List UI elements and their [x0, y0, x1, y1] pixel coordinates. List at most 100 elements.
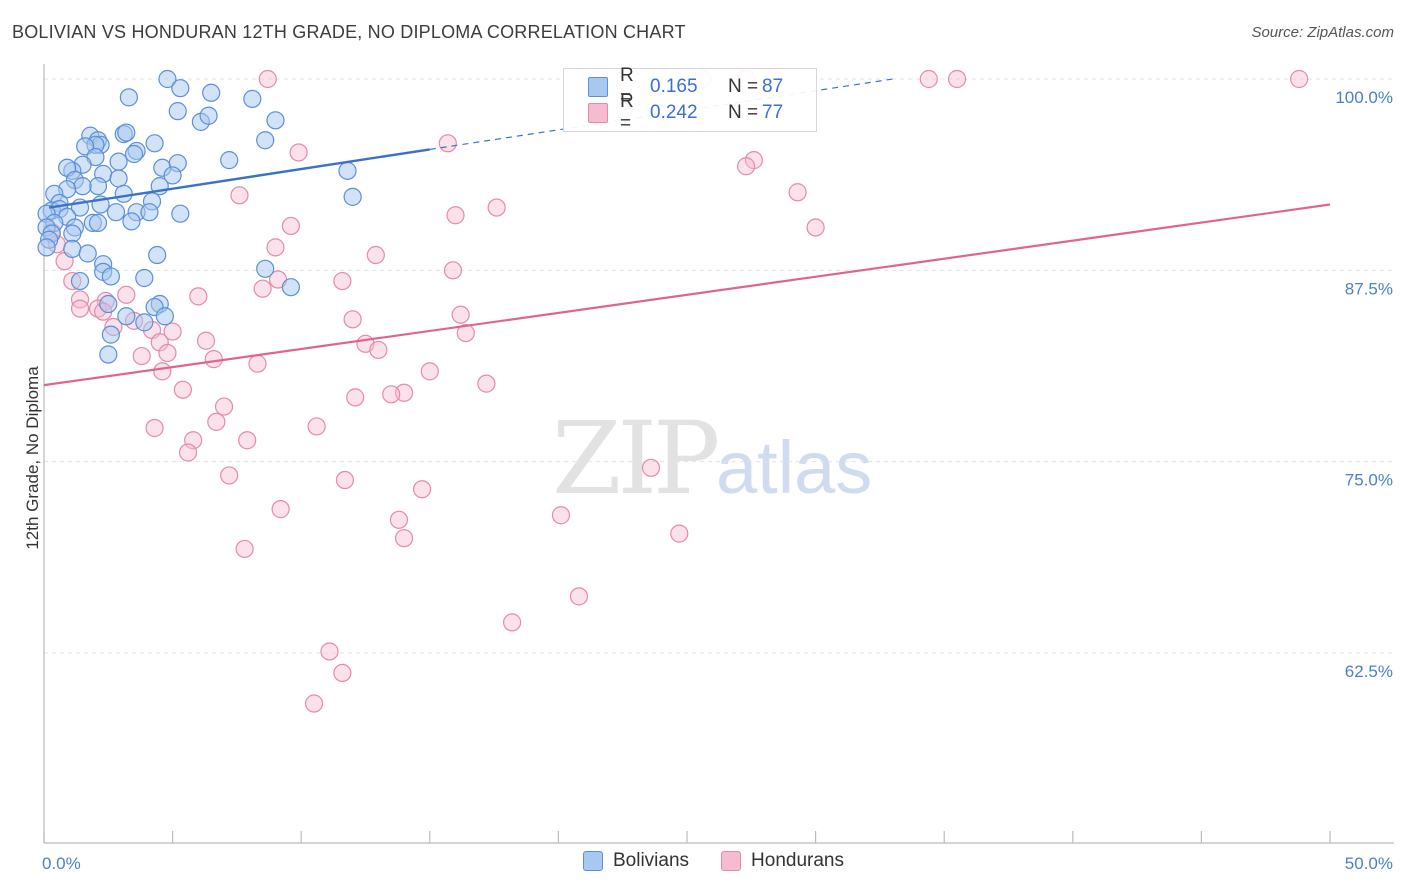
honduran-point	[189, 287, 208, 306]
honduran-point	[438, 134, 457, 153]
honduran-point	[214, 397, 234, 416]
n-label: N =	[728, 76, 759, 97]
bolivian-point	[171, 204, 190, 223]
bolivian-point	[63, 239, 82, 259]
honduran-point	[369, 340, 388, 360]
honduran-point	[346, 388, 365, 407]
bolivian-point	[135, 313, 154, 332]
stats-legend: R = 0.165 N = 87 R = 0.242 N = 77	[563, 65, 817, 134]
bolivian-point	[256, 259, 275, 278]
bolivian-point	[343, 187, 362, 206]
honduran-point	[281, 216, 301, 236]
bolivian-point	[148, 245, 167, 265]
watermark-atlas: atlas	[716, 426, 873, 509]
honduran-point	[412, 480, 432, 499]
bolivian-point	[70, 271, 90, 291]
honduran-point	[132, 346, 151, 366]
chart-title: BOLIVIAN VS HONDURAN 12TH GRADE, NO DIPL…	[12, 22, 686, 42]
bolivian-point	[338, 161, 357, 180]
honduran-point	[443, 261, 463, 280]
honduran-point	[569, 587, 589, 606]
bolivian-point	[99, 345, 118, 364]
bolivian-point	[140, 203, 159, 222]
honduran-point	[145, 418, 164, 438]
legend-row-hondurans: R = 0.242 N = 77	[588, 91, 784, 134]
honduran-point	[551, 506, 571, 525]
honduran-point	[70, 299, 90, 318]
bolivian-point	[117, 307, 136, 326]
honduran-point	[196, 331, 216, 350]
honduran-point	[382, 385, 401, 404]
bolivian-point	[168, 102, 187, 121]
hondurans-trend-line	[43, 203, 1331, 387]
bolivian-point	[63, 224, 82, 243]
honduran-point	[451, 305, 470, 324]
legend-item-hondurans[interactable]: Hondurans	[721, 850, 844, 872]
y-tick-label: 100.0%	[1335, 88, 1393, 107]
axes	[43, 64, 1394, 844]
honduran-point	[503, 613, 522, 632]
hondurans-legend-swatch	[721, 851, 742, 871]
watermark-zip: ZIP	[552, 400, 720, 517]
bolivian-point	[99, 294, 118, 314]
honduran-point	[70, 290, 90, 309]
bolivian-point	[199, 106, 218, 125]
r-label: R =	[620, 65, 634, 108]
hondurans-n-value: 77	[762, 102, 784, 123]
bolivians-n-value: 87	[762, 76, 784, 97]
honduran-point	[307, 417, 326, 436]
bolivian-point	[109, 169, 128, 188]
honduran-point	[235, 539, 254, 559]
bolivian-point	[124, 144, 144, 164]
bolivian-point	[145, 134, 164, 153]
bolivians-trend-line	[48, 148, 430, 209]
honduran-point	[456, 323, 475, 343]
honduran-point	[477, 374, 496, 393]
honduran-point	[333, 271, 352, 291]
bolivian-point	[78, 244, 97, 263]
hondurans-r-value: 0.242	[650, 102, 698, 123]
bolivian-point	[122, 212, 141, 231]
series-legend: Bolivians Hondurans	[583, 850, 876, 872]
bolivian-point	[163, 166, 182, 185]
bolivian-point	[135, 268, 154, 288]
honduran-point	[117, 285, 136, 304]
source-credit: Source: ZipAtlas.com	[1251, 24, 1394, 41]
honduran-point	[153, 362, 172, 381]
legend-item-bolivians[interactable]: Bolivians	[583, 850, 689, 872]
honduran-point	[446, 206, 465, 225]
honduran-point	[173, 380, 192, 399]
y-tick-label: 87.5%	[1345, 279, 1393, 298]
bolivian-point	[88, 213, 108, 232]
bolivian-point	[256, 131, 275, 150]
honduran-point	[670, 524, 689, 543]
bolivian-point	[73, 177, 92, 196]
bolivian-point	[171, 79, 190, 98]
honduran-point	[158, 343, 177, 363]
bolivian-point	[88, 177, 108, 196]
honduran-point	[788, 183, 807, 202]
honduran-point	[253, 279, 272, 298]
honduran-point	[389, 510, 409, 529]
honduran-point	[343, 310, 362, 329]
honduran-point	[487, 198, 506, 217]
honduran-point	[1290, 69, 1309, 89]
honduran-point	[207, 412, 226, 431]
bolivians-points	[37, 69, 362, 364]
bolivian-point	[37, 238, 56, 257]
honduran-point	[320, 642, 339, 661]
bolivian-point	[119, 88, 138, 107]
honduran-point	[641, 458, 661, 477]
bolivian-point	[101, 267, 120, 286]
honduran-point	[947, 69, 967, 89]
honduran-point	[333, 663, 352, 682]
honduran-point	[335, 470, 355, 490]
bolivian-point	[158, 69, 177, 89]
honduran-point	[163, 322, 182, 341]
honduran-point	[230, 186, 249, 205]
y-tick-label: 62.5%	[1345, 662, 1393, 681]
bolivians-swatch	[588, 77, 608, 97]
honduran-point	[271, 500, 290, 519]
bolivians-legend-swatch	[583, 851, 603, 871]
bolivian-point	[266, 111, 285, 130]
